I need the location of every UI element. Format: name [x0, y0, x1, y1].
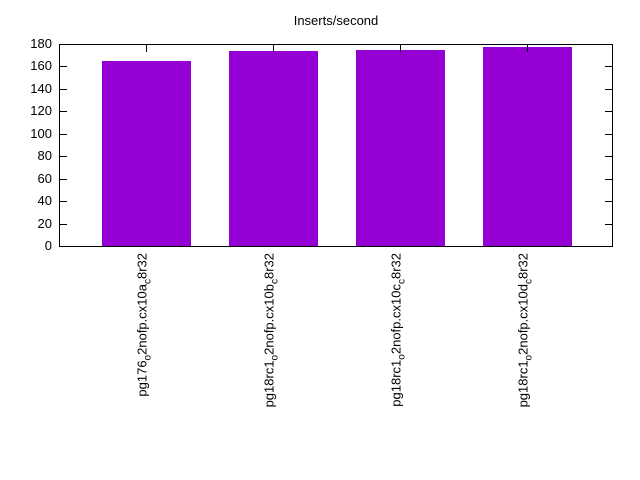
y-tick-label: 80	[37, 148, 52, 163]
bar-4	[483, 47, 572, 246]
plot-area	[59, 44, 613, 247]
y-tick	[60, 224, 67, 225]
y-tick-label: 60	[37, 171, 52, 186]
y-tick	[60, 134, 67, 135]
y-tick	[605, 201, 612, 202]
x-tick-top	[400, 45, 401, 52]
y-tick	[60, 156, 67, 157]
x-tick-label-4: pg18rc1o2nofp.cx10dc8r32	[515, 253, 535, 408]
y-tick	[60, 111, 67, 112]
x-tick-label-1: pg176o2nofp.cx10ac8r32	[134, 253, 154, 397]
x-tick-label-2: pg18rc1o2nofp.cx10bc8r32	[261, 253, 281, 408]
y-tick-label: 0	[44, 238, 52, 253]
y-tick	[605, 224, 612, 225]
bar-3	[356, 50, 445, 246]
y-tick	[60, 201, 67, 202]
y-tick-label: 100	[30, 126, 52, 141]
y-tick-label: 120	[30, 103, 52, 118]
y-tick-label: 40	[37, 193, 52, 208]
y-tick	[605, 89, 612, 90]
bar-1	[102, 61, 191, 246]
y-tick	[60, 179, 67, 180]
y-tick	[605, 66, 612, 67]
y-tick-label: 140	[30, 81, 52, 96]
x-tick-top	[273, 45, 274, 52]
y-tick	[605, 179, 612, 180]
x-tick-top	[527, 45, 528, 52]
y-tick	[605, 111, 612, 112]
x-tick-top	[146, 45, 147, 52]
y-tick	[60, 66, 67, 67]
y-tick	[60, 89, 67, 90]
x-tick-label-3: pg18rc1o2nofp.cx10cc8r32	[388, 253, 408, 407]
y-tick-label: 160	[30, 58, 52, 73]
y-tick	[605, 134, 612, 135]
bar-2	[229, 51, 318, 246]
y-tick	[605, 156, 612, 157]
chart-title: Inserts/second	[293, 13, 379, 28]
y-tick-label: 180	[30, 36, 52, 51]
y-tick-label: 20	[37, 216, 52, 231]
